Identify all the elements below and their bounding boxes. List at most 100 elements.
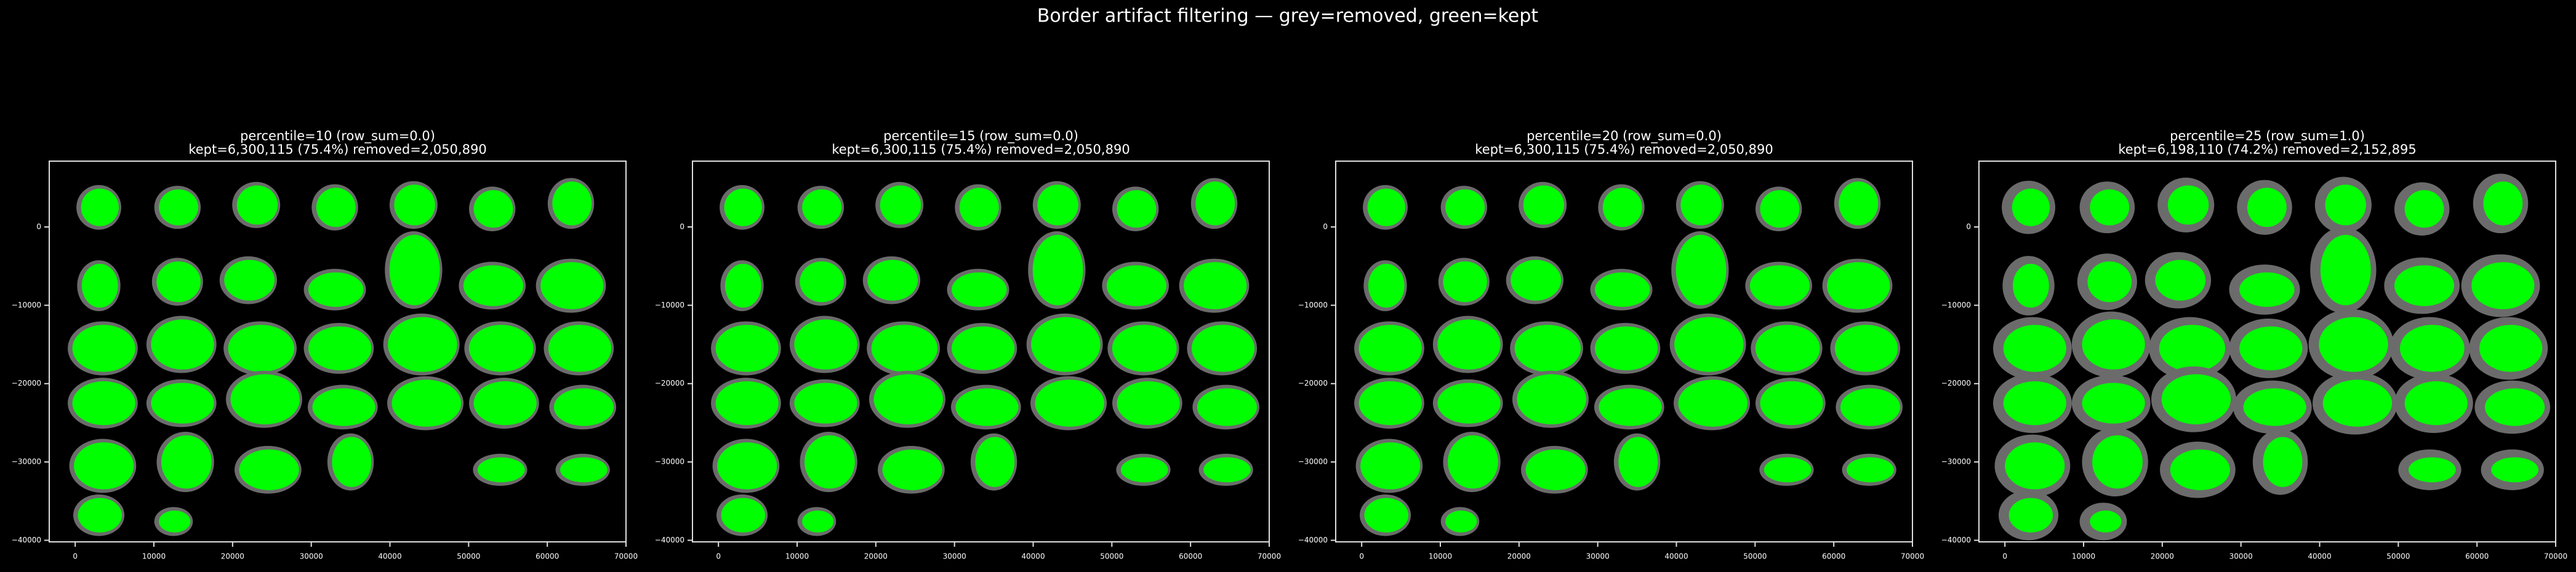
kept-region (1358, 325, 1422, 372)
kept-region (552, 181, 592, 226)
tissue (68, 178, 617, 536)
kept-region (236, 185, 278, 225)
kept-region (1358, 381, 1422, 426)
kept-region (873, 374, 943, 424)
kept-region (1834, 325, 1898, 372)
y-tick-label: −20000 (12, 379, 41, 387)
kept-region (721, 498, 766, 533)
x-tick-label: 10000 (142, 552, 166, 561)
axes-frame (1978, 161, 2556, 542)
panel-subtitle: kept=6,300,115 (75.4%) removed=2,050,890 (188, 142, 486, 157)
kept-region (959, 188, 999, 227)
kept-region (2325, 185, 2366, 226)
kept-region (1195, 181, 1235, 226)
kept-region (2319, 317, 2388, 372)
kept-region (308, 272, 364, 307)
kept-region (867, 260, 918, 301)
kept-region (1445, 510, 1477, 533)
kept-region (1602, 188, 1642, 227)
kept-region (388, 317, 457, 372)
kept-region (955, 388, 1019, 426)
kept-region (2408, 457, 2456, 483)
kept-region (161, 435, 212, 489)
kept-region (389, 234, 440, 306)
kept-region (2471, 262, 2535, 309)
y-tick-label: −40000 (12, 536, 41, 544)
x-tick-label: 70000 (1258, 552, 1281, 561)
kept-region (724, 263, 761, 308)
kept-region (2012, 188, 2050, 226)
kept-region (151, 319, 214, 370)
kept-region (2320, 234, 2371, 306)
kept-region (1367, 188, 1405, 226)
panel-title: percentile=20 (row_sum=0.0) (1527, 129, 1722, 144)
panel-title: percentile=25 (row_sum=1.0) (2170, 129, 2365, 144)
kept-region (2161, 374, 2231, 424)
kept-region (715, 325, 779, 372)
kept-region (1514, 325, 1581, 372)
kept-region (2247, 188, 2287, 227)
kept-region (800, 261, 844, 303)
kept-region (2170, 449, 2230, 490)
kept-region (1595, 272, 1650, 307)
kept-region (1674, 317, 1744, 372)
y-tick-label: −30000 (655, 458, 684, 466)
kept-region (72, 381, 135, 426)
kept-region (548, 325, 612, 372)
kept-region (394, 185, 435, 226)
kept-region (1827, 262, 1890, 309)
panel-subtitle: kept=6,198,110 (74.2%) removed=2,152,895 (2118, 142, 2416, 157)
kept-region (72, 325, 135, 372)
x-tick-label: 20000 (221, 552, 244, 561)
kept-region (391, 379, 462, 427)
panel-subtitle: kept=6,300,115 (75.4%) removed=2,050,890 (1475, 142, 1773, 157)
kept-region (1035, 379, 1105, 427)
kept-region (880, 185, 921, 225)
kept-region (2003, 381, 2066, 426)
kept-region (1437, 383, 1501, 424)
kept-region (2484, 388, 2545, 426)
kept-region (802, 189, 842, 226)
kept-region (308, 326, 372, 371)
kept-region (1364, 498, 1409, 533)
kept-region (463, 265, 523, 306)
x-tick-label: 70000 (614, 552, 638, 561)
kept-region (1117, 381, 1180, 426)
y-tick-label: −10000 (12, 301, 41, 309)
y-tick-label: −20000 (655, 379, 684, 387)
y-tick-label: −30000 (12, 458, 41, 466)
panel-subtitle: kept=6,300,115 (75.4%) removed=2,050,890 (832, 142, 1130, 157)
kept-region (1360, 442, 1421, 490)
kept-region (2003, 325, 2066, 372)
x-tick-label: 70000 (2544, 552, 2567, 561)
x-tick-label: 60000 (2465, 552, 2489, 561)
x-tick-label: 40000 (1664, 552, 1688, 561)
kept-region (2483, 181, 2523, 226)
x-tick-label: 50000 (1743, 552, 1767, 561)
y-tick-label: −30000 (1941, 458, 1971, 466)
kept-region (1437, 319, 1501, 370)
kept-region (724, 188, 762, 226)
kept-region (952, 272, 1007, 307)
x-tick-label: 0 (716, 552, 721, 561)
kept-region (553, 388, 614, 426)
panel-title: percentile=10 (row_sum=0.0) (240, 129, 435, 144)
x-tick-label: 50000 (457, 552, 480, 561)
kept-region (1680, 185, 1722, 226)
kept-region (560, 457, 608, 483)
kept-region (2243, 388, 2306, 426)
x-tick-label: 30000 (300, 552, 323, 561)
kept-region (1184, 262, 1247, 309)
kept-region (1117, 190, 1157, 228)
kept-region (1443, 261, 1487, 303)
y-tick-label: −20000 (1941, 379, 1971, 387)
kept-region (2263, 437, 2303, 487)
kept-region (715, 381, 779, 426)
kept-region (2404, 381, 2468, 426)
y-tick-label: 0 (1966, 222, 1971, 231)
kept-region (2491, 457, 2538, 483)
kept-region (2239, 326, 2303, 371)
x-tick-label: 70000 (1901, 552, 1924, 561)
